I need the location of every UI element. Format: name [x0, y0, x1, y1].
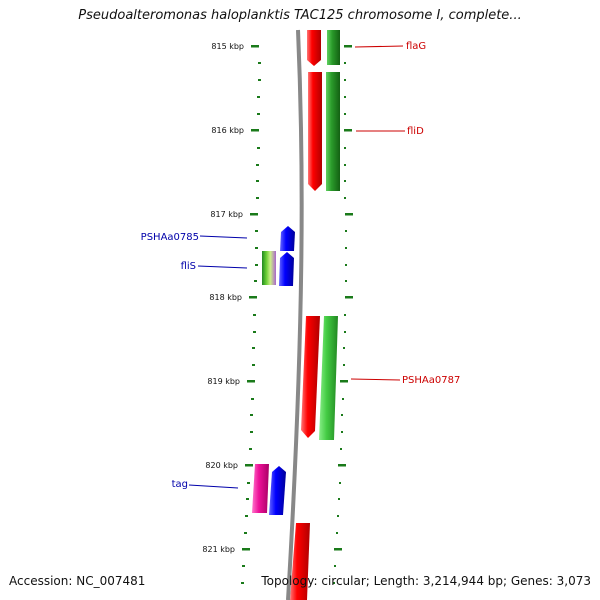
gene-flaG-forward[interactable] — [307, 30, 321, 66]
inner-track-dots — [241, 62, 261, 584]
tick-label: 816 kbp — [211, 126, 244, 135]
label-leader-lines — [188, 45, 405, 489]
tick-label: 820 kbp — [205, 461, 238, 470]
gene-bottom-forward[interactable] — [290, 523, 310, 600]
map-title: Pseudoalteromonas haloplanktis TAC125 ch… — [78, 8, 522, 23]
chromosome-backbone — [286, 29, 304, 600]
gene-label-PSHAa0785[interactable]: PSHAa0785 — [141, 232, 199, 243]
gene-PSHAa0787-green[interactable] — [319, 316, 338, 440]
gene-fliD-forward[interactable] — [308, 72, 322, 191]
gene-label-fliD[interactable]: fliD — [407, 126, 424, 137]
gene-fliD-green[interactable] — [326, 72, 340, 191]
gene-fliS[interactable] — [262, 251, 276, 285]
tick-label: 815 kbp — [211, 42, 244, 51]
accession-text: Accession: NC_007481 — [9, 574, 146, 588]
gene-label-PSHAa0787[interactable]: PSHAa0787 — [402, 375, 460, 386]
gene-PSHAa0787-forward[interactable] — [301, 316, 320, 438]
major-ticks — [242, 45, 259, 551]
gene-label-fliS[interactable]: fliS — [181, 261, 196, 272]
gene-fliS-blue[interactable] — [279, 252, 294, 286]
genome-stats-text: Topology: circular; Length: 3,214,944 bp… — [261, 574, 591, 588]
gene-label-flaG[interactable]: flaG — [406, 41, 426, 52]
outer-major-ticks — [334, 45, 353, 551]
gene-tag[interactable] — [269, 466, 286, 515]
tick-label: 819 kbp — [207, 377, 240, 386]
tick-label: 817 kbp — [210, 210, 243, 219]
tick-label: 818 kbp — [209, 293, 242, 302]
gene-label-tag[interactable]: tag — [172, 479, 188, 490]
gene-tag-magenta[interactable] — [252, 464, 269, 513]
gene-flaG-green[interactable] — [327, 30, 340, 65]
gene-PSHAa0785[interactable] — [280, 226, 295, 251]
tick-label: 821 kbp — [202, 545, 235, 554]
outer-track-dots — [333, 62, 347, 584]
